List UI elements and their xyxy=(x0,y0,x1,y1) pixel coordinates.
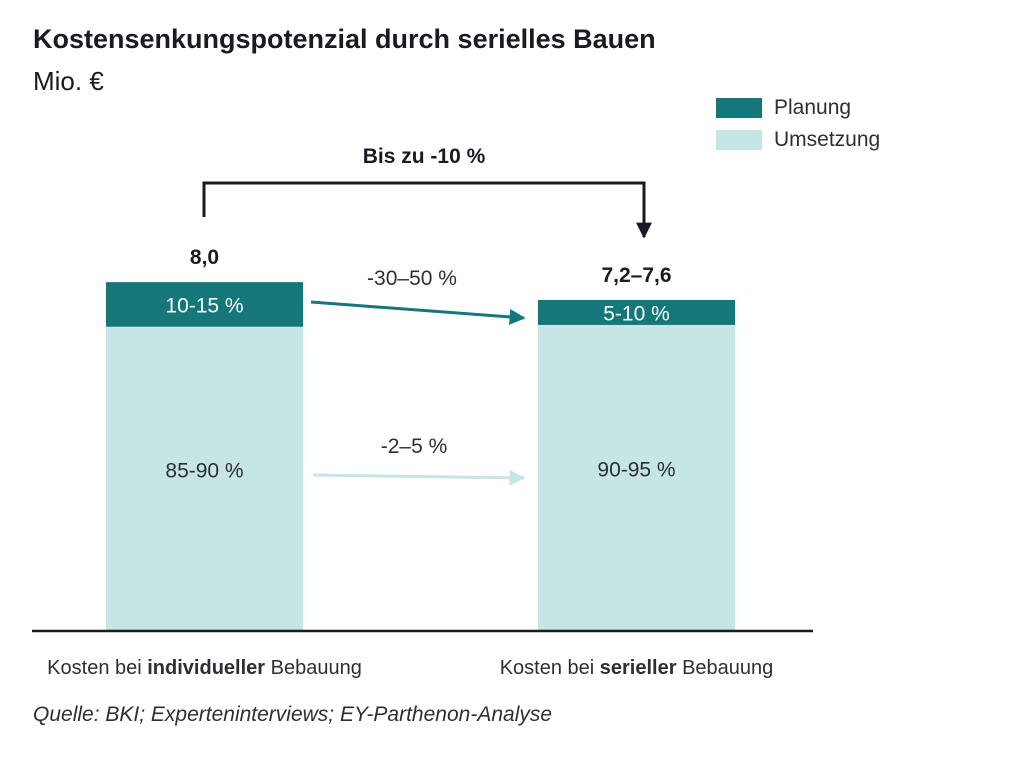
bar-planung-1 xyxy=(106,282,303,327)
bar-planung-label-1: 10-15 % xyxy=(165,294,243,317)
legend: Planung Umsetzung xyxy=(716,92,880,156)
category-label-prefix: Kosten bei xyxy=(47,657,147,679)
source-note: Quelle: BKI; Experteninterviews; EY-Part… xyxy=(33,703,553,726)
category-label-2: Kosten bei serieller Bebauung xyxy=(500,657,774,679)
bar-umsetzung-label-2: 90-95 % xyxy=(597,458,675,481)
category-label-1: Kosten bei individueller Bebauung xyxy=(47,657,362,679)
chart-unit: Mio. € xyxy=(33,66,104,96)
legend-swatch-umsetzung xyxy=(716,130,762,150)
bar-umsetzung-2 xyxy=(538,324,735,630)
bar-planung-2 xyxy=(538,299,735,325)
category-label-suffix: Bebauung xyxy=(677,657,774,679)
legend-item-umsetzung: Umsetzung xyxy=(716,124,880,156)
legend-label-planung: Planung xyxy=(774,96,852,119)
category-label-suffix: Bebauung xyxy=(265,657,362,679)
overall-bracket-arrow xyxy=(202,181,652,239)
legend-item-planung: Planung xyxy=(716,92,880,124)
bar-planung-label-2: 5-10 % xyxy=(603,302,670,325)
umsetzung-change-label: -2–5 % xyxy=(381,435,448,458)
category-label-bold: individueller xyxy=(147,657,265,679)
category-label-prefix: Kosten bei xyxy=(500,657,600,679)
overall-reduction-label: Bis zu -10 % xyxy=(363,145,486,168)
category-label-bold: serieller xyxy=(600,657,677,679)
planung-change-arrow xyxy=(310,300,526,325)
bar-umsetzung-1 xyxy=(106,326,303,630)
chart-title: Kostensenkungspotenzial durch serielles … xyxy=(33,24,656,54)
planung-change-label: -30–50 % xyxy=(367,267,457,290)
total-label-2: 7,2–7,6 xyxy=(601,264,671,287)
bar-umsetzung-label-1: 85-90 % xyxy=(165,459,243,482)
total-label-1: 8,0 xyxy=(190,246,219,269)
umsetzung-change-arrow xyxy=(312,469,526,486)
legend-label-umsetzung: Umsetzung xyxy=(774,128,881,151)
legend-swatch-planung xyxy=(716,98,762,118)
